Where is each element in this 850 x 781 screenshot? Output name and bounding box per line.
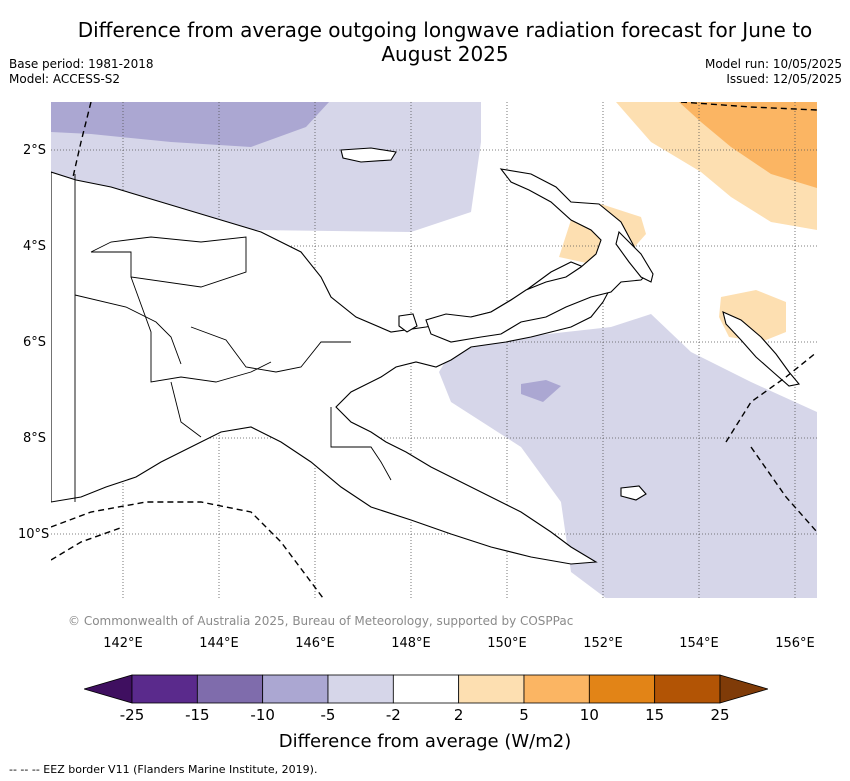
colorbar-swatch (327, 674, 394, 704)
colorbar-tick-label: 5 (519, 706, 529, 724)
new-britain (425, 168, 650, 343)
coastlines (51, 147, 801, 565)
copyright-notice: © Commonwealth of Australia 2025, Bureau… (68, 614, 574, 628)
lat-label-10s: 10°S (18, 527, 50, 542)
colorbar-label: Difference from average (W/m2) (278, 731, 572, 752)
map-panel (51, 102, 817, 598)
lat-label-4s: 4°S (22, 239, 46, 254)
colorbar-tick-label: 15 (645, 706, 665, 724)
lon-label-148e: 148°E (391, 636, 431, 651)
lon-label-144e: 144°E (199, 636, 239, 651)
colorbar-extend-min (84, 674, 133, 704)
colorbar-swatch (654, 674, 721, 704)
model-text: Model: ACCESS-S2 (9, 72, 121, 86)
model-run-text: Model run: 10/05/2025 (704, 57, 842, 71)
lat-label-6s: 6°S (22, 335, 46, 350)
anomaly-region-northeast-strong (679, 102, 817, 188)
colorbar-tick-label: -25 (119, 706, 145, 724)
colorbar-tick-label: 25 (710, 706, 730, 724)
lon-label-146e: 146°E (295, 636, 335, 651)
colorbar-swatch (392, 674, 460, 704)
colorbar-tick-label: 10 (579, 706, 599, 724)
colorbar-swatch (458, 674, 525, 704)
manus-island (340, 147, 397, 163)
borders (74, 174, 392, 502)
colorbar-tick-label: -2 (385, 706, 401, 724)
lon-label-152e: 152°E (583, 636, 623, 651)
colorbar-tick-label: 2 (453, 706, 464, 724)
metadata-left: Base period: 1981-2018 Model: ACCESS-S2 (9, 57, 154, 87)
eez-footnote: -- -- -- EEZ border V11 (Flanders Marine… (9, 763, 318, 776)
colorbar-extend-max (719, 674, 768, 704)
colorbar-swatch (588, 674, 656, 704)
new-guinea-mainland (51, 171, 612, 565)
issued-text: Issued: 12/05/2025 (726, 72, 842, 86)
eez-borders (51, 102, 817, 598)
lon-label-156e: 156°E (775, 636, 815, 651)
colorbar-swatch (262, 674, 329, 704)
trobriand-island (620, 485, 647, 501)
map-title: Difference from average outgoing longwav… (77, 18, 813, 66)
base-period-text: Base period: 1981-2018 (9, 57, 154, 71)
colorbar-swatch (196, 674, 264, 704)
lon-label-154e: 154°E (679, 636, 719, 651)
lon-label-142e: 142°E (103, 636, 143, 651)
colorbar (84, 674, 768, 704)
colorbar-swatch (131, 674, 198, 704)
new-ireland (615, 230, 654, 283)
colorbar-tick-label: -5 (320, 706, 336, 724)
colorbar-tick-label: -10 (250, 706, 275, 724)
dentrecasteaux-island (398, 313, 418, 333)
lat-label-8s: 8°S (22, 431, 46, 446)
bougainville (722, 311, 801, 387)
lat-label-2s: 2°S (22, 143, 46, 158)
anomaly-region-south-core (521, 380, 561, 402)
colorbar-swatch (523, 674, 590, 704)
lon-label-150e: 150°E (487, 636, 527, 651)
anomaly-region-north-strong (51, 102, 329, 147)
colorbar-tick-label: -15 (185, 706, 210, 724)
metadata-right: Model run: 10/05/2025 Issued: 12/05/2025 (705, 57, 842, 87)
